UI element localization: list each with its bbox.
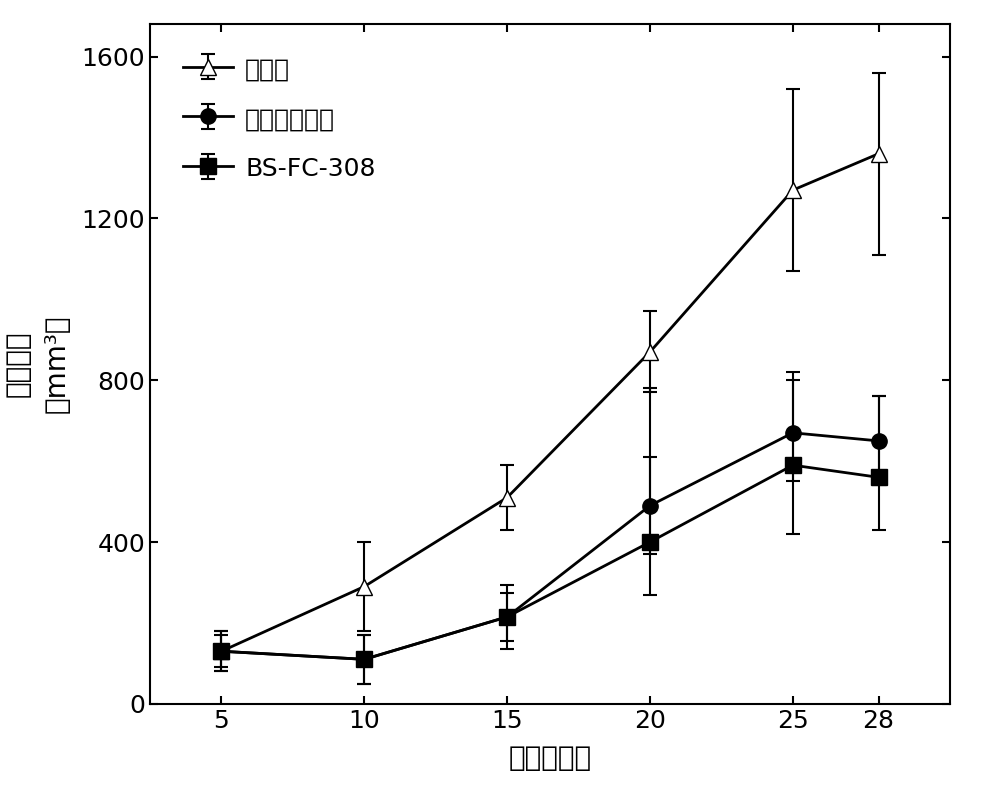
Y-axis label: 肿瘾体积
（mm³）: 肿瘾体积 （mm³） (3, 315, 70, 413)
X-axis label: 时间（天）: 时间（天） (508, 743, 592, 772)
Legend: 无菌水, 盐酸厕洛替尼, BS-FC-308: 无菌水, 盐酸厕洛替尼, BS-FC-308 (162, 36, 396, 201)
